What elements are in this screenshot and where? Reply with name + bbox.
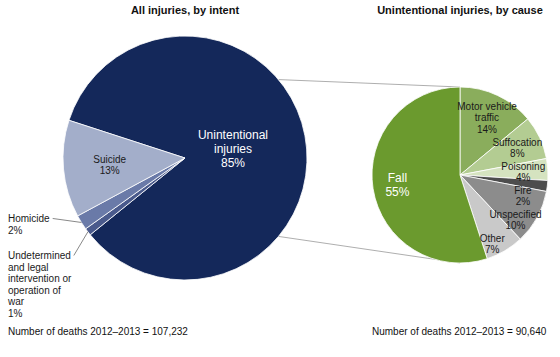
pie-slice (63, 120, 185, 216)
leader-line (53, 218, 82, 222)
data-label: Poisoning4% (501, 161, 545, 184)
data-label: Suicide13% (93, 154, 126, 177)
annotation: Number of deaths 2012–2013 = 90,640 (372, 326, 547, 337)
label-category: Other (480, 233, 506, 244)
label-category: injuries (214, 142, 252, 156)
connector-line (278, 80, 460, 87)
label-value: 10% (506, 220, 526, 231)
label-category: traffic (475, 112, 499, 123)
label-category: operation of (8, 285, 61, 296)
label-value: 1% (8, 308, 23, 319)
label-value: 55% (385, 185, 409, 199)
label-category: Undetermined (8, 250, 71, 261)
data-labels: Motor vehicletraffic14%Suffocation8%Pois… (385, 101, 545, 256)
data-label: Other7% (480, 233, 506, 256)
data-label: Suffocation8% (492, 137, 542, 160)
pie-slice (460, 119, 546, 175)
label-value: 4% (516, 172, 531, 183)
data-label: Homicide2% (8, 213, 50, 236)
pie-slice (372, 87, 487, 263)
annotation: Number of deaths 2012–2013 = 107,232 (8, 326, 188, 337)
label-category: Motor vehicle (457, 101, 517, 112)
label-value: 2% (8, 225, 23, 236)
label-value: 85% (221, 156, 245, 170)
label-category: Fall (388, 171, 407, 185)
label-category: Fire (514, 185, 532, 196)
pie-slice (69, 36, 307, 280)
chart-title: Unintentional injuries, by cause (377, 4, 543, 16)
leader-line (74, 232, 88, 256)
label-category: war (7, 296, 25, 307)
data-label: Unintentionalinjuries85% (198, 128, 268, 170)
data-label: Fire2% (514, 185, 532, 208)
data-label: Motor vehicletraffic14% (457, 101, 517, 135)
label-category: and legal (8, 262, 49, 273)
data-label: Fall55% (385, 171, 409, 199)
slices (372, 87, 548, 263)
slices (63, 36, 307, 280)
label-value: 8% (510, 148, 525, 159)
chart: Unintentionalinjuries85% Suicide13% Homici… (0, 0, 560, 357)
data-label: Unspecified10% (489, 209, 541, 232)
label-value: 14% (477, 124, 497, 135)
label-category: Unspecified (489, 209, 541, 220)
label-value: 13% (100, 165, 120, 176)
label-category: Suffocation (492, 137, 542, 148)
data-label: Undeterminedand legalintervention oroper… (7, 250, 72, 319)
label-value: 7% (485, 244, 500, 255)
pie: Motor vehicletraffic14%Suffocation8%Pois… (372, 87, 548, 263)
label-category: Unintentional (198, 128, 268, 142)
label-value: 2% (516, 196, 531, 207)
label-category: Suicide (93, 154, 126, 165)
label-category: intervention or (8, 273, 72, 284)
chart-title: All injuries, by intent (131, 4, 240, 16)
label-category: Homicide (8, 213, 50, 224)
pie: Unintentionalinjuries85% Suicide13% Homici… (7, 36, 307, 319)
data-labels: Unintentionalinjuries85% Suicide13% Homici… (7, 128, 268, 319)
label-category: Poisoning (501, 161, 545, 172)
